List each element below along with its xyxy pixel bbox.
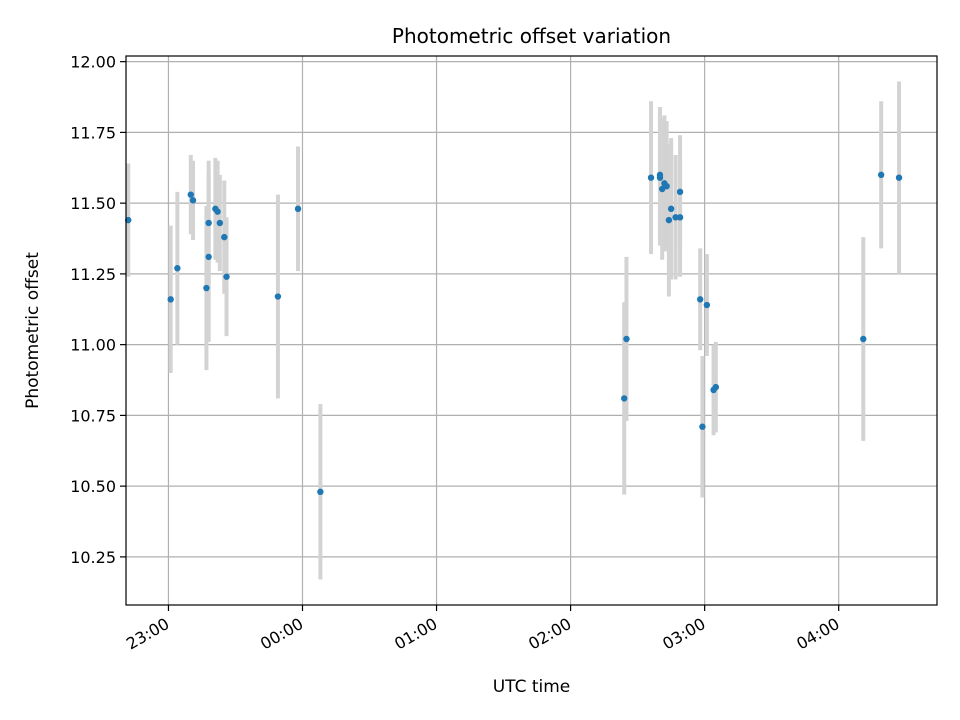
data-point [623, 335, 630, 343]
data-point [647, 174, 655, 181]
x-tick-label: 23:00 [123, 614, 172, 654]
gridlines [126, 56, 937, 605]
data-point [656, 171, 664, 179]
data-point [663, 182, 670, 190]
error-bars [126, 81, 902, 580]
data-point [676, 214, 684, 221]
data-point [317, 488, 324, 496]
y-tick-label: 10.75 [70, 406, 116, 425]
y-tick-label: 11.00 [70, 336, 116, 355]
y-tick-label: 11.25 [70, 265, 116, 284]
y-tick-label: 12.00 [70, 53, 116, 72]
data-point [274, 293, 282, 300]
data-point [672, 214, 679, 221]
x-tick-label: 04:00 [793, 614, 842, 654]
data-point [667, 205, 675, 213]
data-point [696, 296, 704, 303]
data-point [214, 208, 221, 215]
data-point [877, 171, 885, 179]
y-axis-ticks: 10.25 10.50 10.75 11.00 11.25 11.50 11.75 12.00 [70, 53, 126, 567]
x-tick-label: 00:00 [257, 614, 306, 654]
data-point [216, 219, 224, 227]
y-tick-label: 11.50 [70, 194, 116, 213]
data-points [125, 171, 903, 496]
data-point [676, 188, 684, 196]
data-point [294, 205, 302, 213]
data-point [187, 191, 194, 198]
x-axis-ticks: 23:00 00:00 01:00 02:00 03:00 04:00 [123, 605, 843, 654]
data-point [699, 423, 706, 430]
data-point [205, 219, 212, 227]
data-point [895, 174, 903, 181]
data-point [221, 233, 228, 241]
x-axis-title: UTC time [493, 677, 571, 697]
data-point [174, 265, 181, 272]
chart-title: Photometric offset variation [392, 24, 671, 48]
x-tick-label: 01:00 [391, 614, 440, 654]
data-point [223, 273, 230, 280]
y-axis-title: Photometric offset [23, 252, 43, 409]
x-tick-label: 02:00 [525, 614, 574, 654]
data-point [167, 296, 174, 303]
y-tick-label: 11.75 [70, 123, 116, 142]
plot-area-frame [125, 55, 938, 606]
data-point [125, 216, 132, 224]
data-point [703, 301, 711, 309]
data-point [621, 395, 628, 402]
data-point [665, 216, 673, 224]
y-tick-label: 10.50 [70, 477, 116, 496]
data-point [205, 253, 212, 261]
data-point [189, 197, 197, 204]
x-tick-label: 03:00 [659, 614, 708, 654]
data-point [203, 284, 210, 292]
data-point [712, 383, 720, 391]
data-point [860, 335, 867, 343]
y-tick-label: 10.25 [70, 548, 116, 567]
